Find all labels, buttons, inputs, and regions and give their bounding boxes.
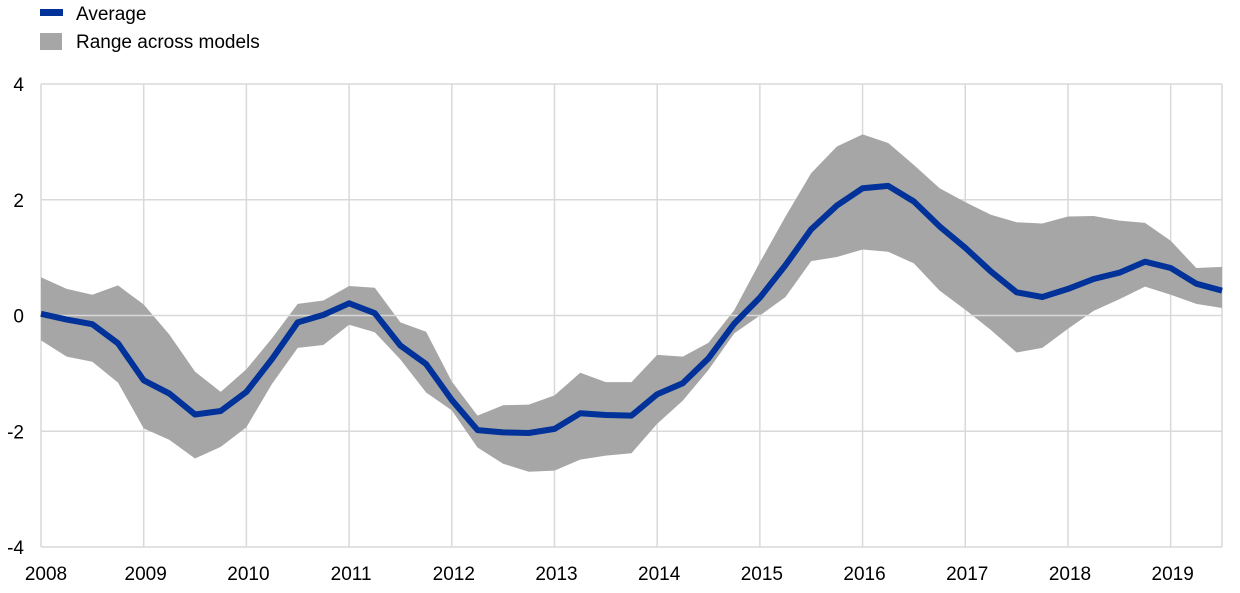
y-axis-tick-labels: 4 2 0 -2 -4 <box>7 75 24 559</box>
x-tick-label: 2013 <box>535 564 577 585</box>
range-band-area <box>41 134 1222 472</box>
x-tick-label: 2009 <box>125 564 167 585</box>
y-tick-label: 2 <box>13 191 24 212</box>
x-tick-label: 2008 <box>25 564 67 585</box>
x-tick-label: 2019 <box>1152 564 1194 585</box>
x-tick-label: 2015 <box>741 564 783 585</box>
legend-item-average: Average <box>40 4 146 25</box>
x-tick-label: 2017 <box>946 564 988 585</box>
average-line <box>40 182 1223 436</box>
legend-swatch-average <box>40 9 63 16</box>
y-tick-label: -4 <box>7 538 24 559</box>
x-tick-label: 2010 <box>227 564 269 585</box>
y-tick-label: 0 <box>13 307 24 328</box>
x-tick-label: 2011 <box>331 564 372 585</box>
legend-label-range: Range across models <box>76 32 260 53</box>
x-tick-label: 2016 <box>843 564 885 585</box>
legend: Average Range across models <box>40 4 260 53</box>
y-tick-label: 4 <box>13 75 24 96</box>
y-tick-label: -2 <box>7 422 24 443</box>
x-tick-label: 2018 <box>1049 564 1091 585</box>
legend-swatch-range <box>40 33 62 50</box>
legend-item-range: Range across models <box>40 32 260 53</box>
legend-label-average: Average <box>76 4 146 25</box>
x-axis-tick-labels: 2008 2009 2010 2011 2012 2013 2014 2015 2016 2017… <box>25 564 1194 585</box>
x-tick-label: 2012 <box>433 564 475 585</box>
average-series-line <box>40 182 1223 436</box>
range-band <box>41 134 1222 472</box>
x-tick-label: 2014 <box>638 564 681 585</box>
